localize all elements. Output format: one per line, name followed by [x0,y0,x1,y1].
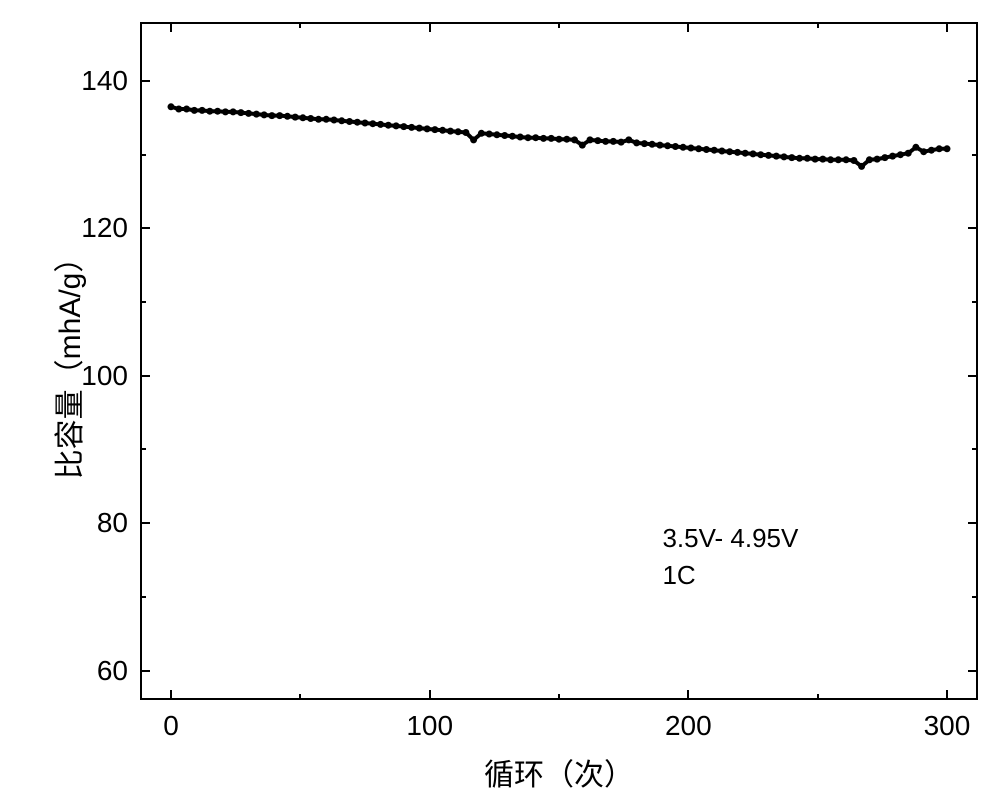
y-tick [968,80,978,82]
y-tick-label: 80 [97,507,128,539]
x-tick [170,22,172,32]
x-tick-label: 300 [924,710,971,742]
x-tick [429,22,431,32]
x-minor-tick [558,22,560,28]
rate-annotation: 1C [662,560,695,591]
y-minor-tick [972,596,978,598]
x-tick [687,22,689,32]
y-tick [968,227,978,229]
y-tick-label: 60 [97,655,128,687]
y-minor-tick [972,448,978,450]
x-tick-label: 200 [665,710,712,742]
x-axis-label: 循环（次） [484,750,634,794]
x-tick [687,690,689,700]
y-tick [968,522,978,524]
y-tick-label: 120 [81,212,128,244]
y-minor-tick [972,154,978,156]
y-tick [968,670,978,672]
y-minor-tick [140,301,146,303]
x-tick [170,690,172,700]
x-minor-tick [299,22,301,28]
x-minor-tick [299,694,301,700]
y-tick [140,670,150,672]
y-tick [140,522,150,524]
y-minor-tick [140,154,146,156]
y-tick [140,375,150,377]
y-axis-label: 比容量（mhA/g） [45,243,89,480]
x-minor-tick [817,694,819,700]
x-tick-label: 0 [163,710,179,742]
y-minor-tick [972,301,978,303]
y-minor-tick [140,448,146,450]
y-tick [140,80,150,82]
y-minor-tick [140,596,146,598]
x-minor-tick [817,22,819,28]
x-tick [946,22,948,32]
y-tick [140,227,150,229]
voltage-annotation: 3.5V- 4.95V [662,523,798,554]
y-tick [968,375,978,377]
chart-container: 60801001201400100200300 比容量（mhA/g） 循环（次）… [0,0,1000,803]
x-tick [429,690,431,700]
x-minor-tick [558,694,560,700]
y-tick-label: 140 [81,65,128,97]
x-tick [946,690,948,700]
x-tick-label: 100 [406,710,453,742]
data-series [0,0,1000,803]
